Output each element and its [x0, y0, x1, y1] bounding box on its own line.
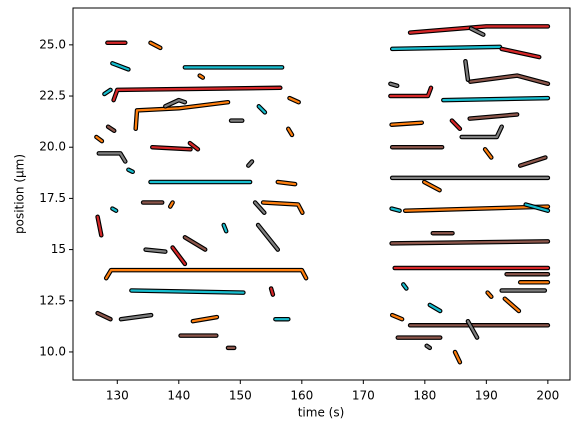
- track: [198, 74, 204, 79]
- track: [409, 25, 549, 34]
- track: [453, 350, 461, 364]
- track-outline: [133, 99, 231, 132]
- track: [468, 113, 519, 120]
- track: [103, 88, 112, 96]
- track: [389, 86, 433, 98]
- x-axis-label: time (s): [298, 406, 345, 420]
- y-tick-label: 10.0: [39, 344, 66, 358]
- y-tick-label: 15: [51, 242, 66, 256]
- track: [96, 215, 103, 237]
- track: [107, 125, 116, 132]
- track: [144, 248, 167, 253]
- y-tick-label: 12.5: [39, 293, 66, 307]
- y-tick-label: 22.5: [39, 89, 66, 103]
- track: [486, 291, 493, 298]
- track-outline: [388, 85, 434, 99]
- track: [466, 320, 479, 339]
- x-tick-label: 140: [167, 389, 190, 403]
- track: [188, 142, 199, 151]
- track: [111, 207, 118, 212]
- y-tick-label: 17.5: [39, 191, 66, 205]
- track: [171, 246, 186, 265]
- track: [164, 99, 186, 108]
- track: [183, 236, 207, 251]
- track-outline: [459, 124, 504, 140]
- x-tick-label: 170: [352, 389, 375, 403]
- y-axis-label: position (μm): [13, 154, 27, 234]
- track: [469, 74, 549, 85]
- x-tick-label: 190: [475, 389, 498, 403]
- track: [151, 146, 192, 151]
- track: [222, 223, 228, 233]
- track: [288, 97, 300, 104]
- track: [254, 201, 266, 214]
- x-tick-label: 150: [229, 389, 252, 403]
- x-tick-label: 200: [536, 389, 559, 403]
- track: [96, 312, 112, 321]
- track: [390, 240, 549, 245]
- track: [247, 160, 254, 167]
- plot-frame: [72, 7, 571, 381]
- track: [391, 314, 404, 321]
- track: [191, 316, 218, 323]
- track: [425, 344, 431, 349]
- track: [112, 86, 282, 102]
- track: [404, 205, 549, 212]
- track: [390, 207, 401, 212]
- track: [442, 97, 549, 102]
- track: [95, 135, 103, 143]
- track: [423, 180, 441, 192]
- track: [270, 287, 274, 296]
- y-tick-label: 25.0: [39, 37, 66, 51]
- track: [257, 223, 279, 251]
- track: [390, 121, 423, 126]
- track: [500, 47, 541, 59]
- track: [460, 125, 503, 139]
- x-tick-label: 160: [290, 389, 313, 403]
- x-tick-label: 180: [413, 389, 436, 403]
- track: [97, 152, 127, 163]
- track: [519, 156, 547, 167]
- track: [169, 201, 174, 208]
- track: [127, 168, 134, 173]
- track: [450, 119, 461, 130]
- track: [503, 297, 520, 313]
- track: [276, 180, 297, 186]
- track: [111, 62, 130, 71]
- track: [389, 82, 399, 87]
- track: [524, 203, 549, 212]
- track: [119, 314, 153, 321]
- track: [391, 45, 501, 50]
- track: [130, 289, 245, 294]
- track: [149, 41, 162, 49]
- y-tick-label: 20.0: [39, 140, 66, 154]
- track: [484, 148, 493, 159]
- track: [428, 303, 442, 313]
- track-outline: [103, 267, 309, 281]
- track: [262, 201, 304, 214]
- track: [134, 101, 230, 130]
- track: [105, 269, 308, 280]
- track: [402, 283, 408, 290]
- track: [287, 127, 294, 136]
- track: [464, 60, 469, 81]
- track: [257, 105, 266, 114]
- track: [469, 27, 485, 36]
- x-tick-label: 130: [106, 389, 129, 403]
